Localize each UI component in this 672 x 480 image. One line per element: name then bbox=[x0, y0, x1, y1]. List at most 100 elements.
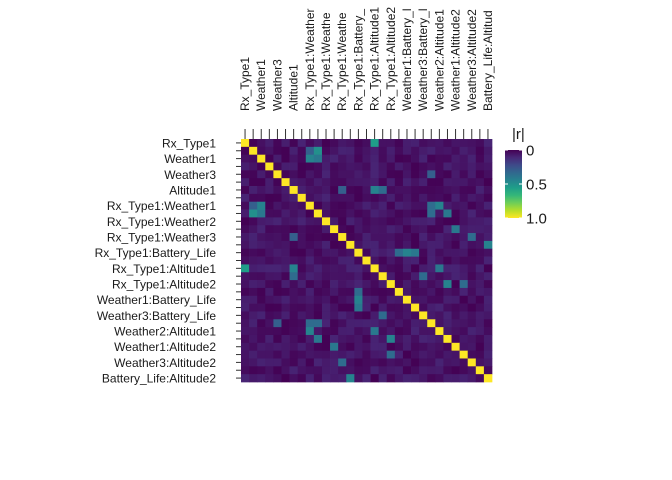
heatmap-cell bbox=[443, 342, 452, 351]
heatmap-cell bbox=[321, 201, 331, 210]
color-legend: |r| 0 0.5 1.0 bbox=[505, 126, 547, 228]
heatmap-cell bbox=[427, 146, 436, 156]
heatmap-cell bbox=[241, 217, 250, 226]
heatmap-cell bbox=[249, 209, 258, 218]
heatmap-cell bbox=[443, 334, 452, 344]
row-label: Weather3 bbox=[164, 168, 216, 182]
heatmap-cell bbox=[273, 350, 282, 359]
heatmap-cell bbox=[313, 201, 323, 210]
heatmap-cell bbox=[467, 311, 477, 320]
heatmap-cell bbox=[459, 146, 469, 156]
heatmap-cell bbox=[411, 240, 420, 250]
heatmap-cell bbox=[313, 280, 323, 289]
heatmap-cell bbox=[313, 272, 323, 281]
heatmap-cell bbox=[273, 225, 282, 234]
heatmap-cell bbox=[354, 186, 363, 195]
heatmap-cell bbox=[475, 240, 485, 250]
heatmap-cell bbox=[257, 248, 266, 257]
heatmap-cell bbox=[305, 272, 315, 281]
heatmap-cell bbox=[378, 350, 388, 359]
heatmap-cell bbox=[249, 186, 258, 195]
heatmap-cell bbox=[346, 170, 355, 179]
heatmap-cell bbox=[305, 186, 315, 195]
heatmap-cell bbox=[265, 170, 274, 179]
heatmap-cell bbox=[483, 342, 493, 351]
heatmap-cell bbox=[346, 225, 355, 234]
column-label: Rx_Type1:Weathe bbox=[335, 12, 349, 111]
heatmap-cell bbox=[370, 162, 379, 171]
heatmap-cell bbox=[467, 248, 477, 257]
heatmap-cell bbox=[297, 233, 307, 242]
heatmap-cell bbox=[289, 334, 299, 344]
heatmap-cell bbox=[249, 217, 258, 226]
heatmap-cell bbox=[289, 240, 299, 250]
heatmap-cell bbox=[265, 272, 274, 281]
heatmap-cell bbox=[257, 139, 266, 148]
heatmap-cell bbox=[281, 295, 290, 304]
heatmap-cell bbox=[338, 233, 347, 242]
heatmap-cell bbox=[394, 225, 404, 234]
heatmap-cell bbox=[451, 186, 460, 195]
heatmap-cell bbox=[370, 186, 379, 195]
heatmap-cell bbox=[241, 146, 250, 156]
heatmap-cell bbox=[265, 327, 274, 336]
heatmap-cell bbox=[370, 358, 379, 367]
heatmap-cell bbox=[370, 201, 379, 210]
heatmap-cell bbox=[394, 162, 404, 171]
heatmap-cell bbox=[362, 311, 371, 320]
heatmap-cell bbox=[451, 303, 460, 312]
heatmap-cell bbox=[289, 287, 299, 297]
heatmap-cell bbox=[313, 358, 323, 367]
heatmap-cell bbox=[249, 256, 258, 265]
heatmap-cell bbox=[378, 248, 388, 257]
heatmap-cell bbox=[257, 178, 266, 187]
heatmap-cell bbox=[386, 186, 396, 195]
heatmap-cell bbox=[427, 319, 436, 328]
heatmap-cell bbox=[346, 178, 355, 187]
heatmap-cells bbox=[241, 139, 493, 383]
heatmap-cell bbox=[394, 342, 404, 351]
heatmap-cell bbox=[451, 374, 460, 383]
heatmap-cell bbox=[281, 201, 290, 210]
heatmap-cell bbox=[475, 295, 485, 304]
heatmap-cell bbox=[362, 287, 371, 297]
heatmap-cell bbox=[475, 334, 485, 344]
heatmap-cell bbox=[435, 272, 444, 281]
heatmap-cell bbox=[451, 154, 460, 163]
row-label: Weather3:Altitude2 bbox=[114, 356, 216, 370]
heatmap-cell bbox=[249, 303, 258, 312]
heatmap-cell bbox=[273, 272, 282, 281]
heatmap-cell bbox=[354, 327, 363, 336]
heatmap-cell bbox=[443, 225, 452, 234]
heatmap-cell bbox=[435, 233, 444, 242]
heatmap-cell bbox=[435, 162, 444, 171]
heatmap-cell bbox=[346, 209, 355, 218]
heatmap-cell bbox=[354, 201, 363, 210]
heatmap-cell bbox=[394, 186, 404, 195]
heatmap-cell bbox=[443, 193, 452, 203]
heatmap-cell bbox=[297, 139, 307, 148]
heatmap-cell bbox=[338, 334, 347, 344]
heatmap-cell bbox=[257, 154, 266, 163]
heatmap-cell bbox=[378, 303, 388, 312]
heatmap-cell bbox=[411, 342, 420, 351]
heatmap-cell bbox=[297, 334, 307, 344]
heatmap-cell bbox=[402, 272, 412, 281]
column-label: Weather1:Battery_l bbox=[400, 9, 414, 111]
heatmap-cell bbox=[338, 311, 347, 320]
heatmap-cell bbox=[289, 154, 299, 163]
heatmap-cell bbox=[443, 162, 452, 171]
heatmap-cell bbox=[297, 264, 307, 273]
heatmap-cell bbox=[241, 201, 250, 210]
heatmap-cell bbox=[370, 311, 379, 320]
heatmap-cell bbox=[281, 319, 290, 328]
heatmap-cell bbox=[467, 366, 477, 375]
heatmap-cell bbox=[297, 287, 307, 297]
heatmap-cell bbox=[402, 217, 412, 226]
heatmap-cell bbox=[427, 162, 436, 171]
heatmap-cell bbox=[443, 240, 452, 250]
heatmap-cell bbox=[249, 201, 258, 210]
heatmap-cell bbox=[370, 264, 379, 273]
heatmap-cell bbox=[265, 217, 274, 226]
heatmap-cell bbox=[402, 248, 412, 257]
